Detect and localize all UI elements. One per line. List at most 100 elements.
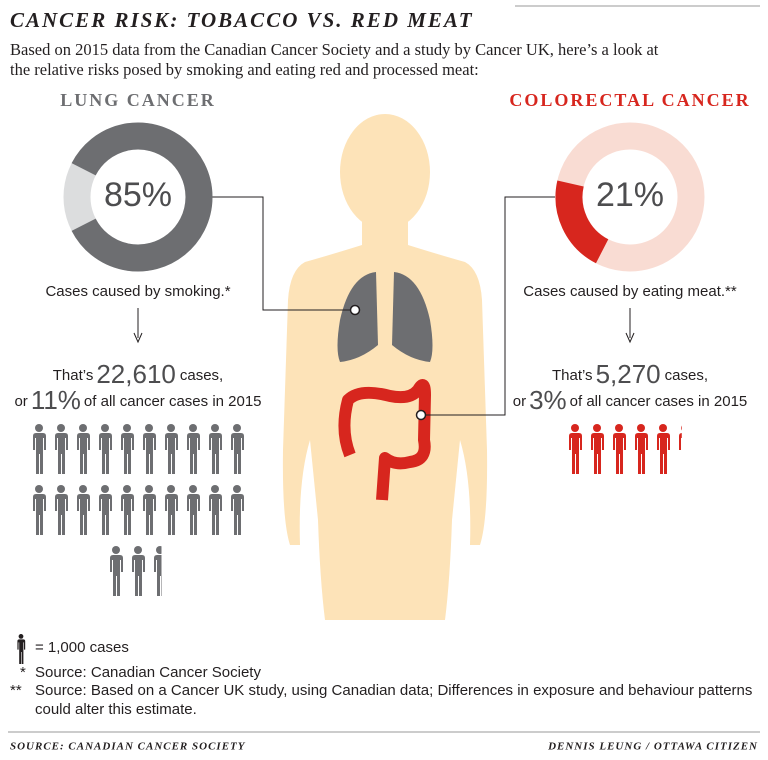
icon-head [167,485,175,493]
text: That’s [552,367,593,384]
person-icon [33,485,46,535]
body-figure [282,114,488,620]
icon-head [79,485,87,493]
icon-head [79,424,87,432]
icon-body [613,433,626,474]
icon-head [211,485,219,493]
left-lung [337,272,378,362]
person-icon [154,546,162,596]
cases-value: 22,610 [96,359,176,389]
icon-head [659,424,667,432]
icon-body [121,433,134,474]
person-icon [132,546,145,596]
icon-body [77,433,90,474]
icon-body [569,433,582,474]
person-icon [231,485,244,535]
icon-head [18,634,24,639]
icon-head [156,546,162,554]
icon-head [134,546,142,554]
icon-body [679,433,682,450]
icon-body [635,433,648,474]
text: or [513,393,526,410]
person-icon [55,485,68,535]
person-icon [165,485,178,535]
percent-label: 85% [104,176,172,214]
icon-head [57,485,65,493]
icon-body [55,494,68,535]
panel-title: COLORECTAL CANCER [509,90,750,110]
icon-body [143,494,156,535]
icon-head [101,424,109,432]
icon-body [165,494,178,535]
cases-line: That’s 5,270 cases, [552,359,708,389]
person-icon-inner [679,425,682,450]
colon [338,379,431,501]
subtitle: the relative risks posed by smoking and … [10,60,479,79]
share-value: 3% [529,385,567,415]
title: CANCER RISK: TOBACCO VS. RED MEAT [10,8,474,32]
icon-head [637,424,645,432]
person-icon [187,424,200,474]
person-icon [121,485,134,535]
text: cases, [180,367,223,384]
person-icon [591,424,604,474]
credit: DENNIS LEUNG / OTTAWA CITIZEN [547,741,758,753]
person-icon-inner [154,546,162,596]
person-icon [613,424,626,474]
connector-dot [349,304,361,316]
icon-head [35,424,43,432]
icon-body [209,433,222,474]
icon-head [101,485,109,493]
icon-head [145,424,153,432]
person-icon [55,424,68,474]
icon-body [165,433,178,474]
person-icon [77,424,90,474]
icon-head [681,425,682,431]
note-text: Source: Based on a Cancer UK study, usin… [35,682,752,699]
person-icon [209,485,222,535]
source: SOURCE: CANADIAN CANCER SOCIETY [10,741,246,753]
key-label: = 1,000 cases [35,639,129,656]
donut-arc [71,122,213,272]
icon-body [209,494,222,535]
person-icon [99,485,112,535]
icon-head [233,485,241,493]
percent-label: 21% [596,176,664,214]
connector [212,196,352,311]
icon-body [231,433,244,474]
icon-head [112,546,120,554]
note-text: could alter this estimate. [35,701,197,718]
share-line: or 3% of all cancer cases in 2015 [513,385,748,415]
text: cases, [665,367,708,384]
caption: Cases caused by eating meat.** [523,283,737,300]
icon-head [593,424,601,432]
icon-head [211,424,219,432]
text: That’s [53,367,94,384]
icon-head [571,424,579,432]
icon-body [591,433,604,474]
panel-title: LUNG CANCER [60,90,216,110]
person-icon [33,424,46,474]
connector [425,196,555,416]
subtitle: Based on 2015 data from the Canadian Can… [10,40,659,59]
icon-head [35,485,43,493]
icon-body [187,433,200,474]
person-icon [143,485,156,535]
icon-head [145,485,153,493]
person-icon [110,546,123,596]
icon-body [121,494,134,535]
caption: Cases caused by smoking.* [45,283,230,300]
icon-body [143,433,156,474]
donut-arc [555,180,609,264]
head [340,114,430,230]
icon-head [615,424,623,432]
icon-head [167,424,175,432]
person-icon [77,485,90,535]
person-icon [209,424,222,474]
person-icon [165,424,178,474]
person-icon [569,424,582,474]
person-icon [679,425,682,450]
person-icon [635,424,648,474]
icon-body [657,433,670,474]
